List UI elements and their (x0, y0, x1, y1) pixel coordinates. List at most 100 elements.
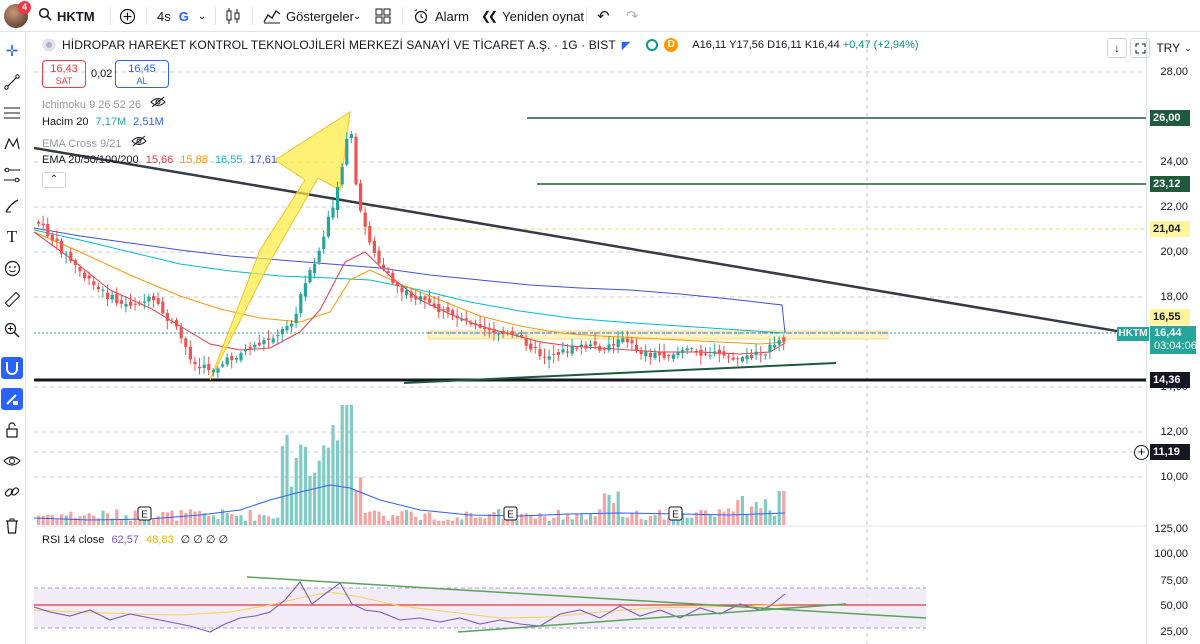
ascending-support-line[interactable] (403, 362, 837, 384)
candle[interactable] (262, 340, 266, 344)
level-label-1436[interactable]: 14,36 (1150, 372, 1190, 388)
candle[interactable] (119, 300, 123, 304)
candle[interactable] (612, 343, 616, 346)
candle[interactable] (308, 270, 312, 283)
ema200-line[interactable] (34, 227, 786, 334)
ema-cross-legend[interactable]: EMA Cross 9/21 (42, 135, 147, 150)
volume-legend[interactable]: Hacim 20 7,17M 2,51M (42, 116, 164, 128)
candle[interactable] (322, 236, 326, 250)
candle[interactable] (46, 223, 50, 237)
candle[interactable] (483, 326, 487, 330)
candle[interactable] (777, 340, 781, 345)
candle[interactable] (487, 328, 491, 331)
eye-off-icon[interactable] (150, 96, 166, 111)
candle[interactable] (731, 357, 735, 360)
candle[interactable] (138, 302, 142, 305)
candle[interactable] (101, 289, 105, 291)
candle[interactable] (722, 351, 726, 356)
candle[interactable] (566, 351, 570, 353)
candle[interactable] (446, 307, 450, 312)
data-badge[interactable]: D (664, 38, 679, 52)
candle[interactable] (147, 296, 151, 302)
undo-button[interactable]: ↶ (597, 0, 610, 32)
candle[interactable] (225, 357, 229, 365)
candle[interactable] (221, 364, 225, 367)
candle[interactable] (106, 292, 110, 300)
candle[interactable] (575, 347, 579, 349)
candle[interactable] (395, 282, 399, 287)
descending-trendline[interactable] (34, 146, 1146, 338)
candle[interactable] (455, 315, 459, 319)
candle[interactable] (124, 303, 128, 307)
candle[interactable] (73, 260, 77, 265)
ema-legend[interactable]: EMA 20/50/100/200 15,66 15,88 16,55 17,6… (42, 154, 277, 166)
candle[interactable] (317, 250, 321, 262)
candle[interactable] (699, 349, 703, 356)
scroll-to-end-button[interactable]: ↓ (1107, 38, 1127, 58)
candle[interactable] (363, 212, 367, 227)
candle[interactable] (414, 295, 418, 300)
interval-selector[interactable]: 4s G ⌄ (157, 0, 206, 32)
candle[interactable] (359, 183, 363, 211)
hide-drawings-tool[interactable] (1, 450, 23, 472)
candle[interactable] (451, 310, 455, 316)
chart-type-button[interactable] (225, 0, 241, 32)
measure-tool[interactable] (1, 288, 23, 310)
candle[interactable] (552, 353, 556, 355)
candle[interactable] (368, 225, 372, 243)
event-marker[interactable]: E (672, 510, 679, 521)
candle[interactable] (423, 296, 427, 300)
candle[interactable] (115, 294, 119, 304)
candle[interactable] (621, 338, 625, 343)
crosshair-tool[interactable]: ✛ (1, 40, 23, 62)
candle[interactable] (598, 346, 602, 351)
candle[interactable] (377, 250, 381, 264)
candle[interactable] (55, 238, 59, 242)
candle[interactable] (193, 361, 197, 365)
candle[interactable] (727, 356, 731, 358)
candle[interactable] (630, 340, 634, 344)
candle[interactable] (60, 240, 64, 254)
candle[interactable] (428, 298, 432, 303)
currency-selector[interactable]: TRY ⌄ (1152, 38, 1196, 58)
collapse-legend-button[interactable]: ⌃ (42, 172, 66, 188)
candle[interactable] (340, 166, 344, 185)
candle[interactable] (662, 352, 666, 358)
level-label-2312[interactable]: 23,12 (1150, 176, 1190, 192)
candle[interactable] (253, 344, 257, 348)
candle[interactable] (556, 352, 560, 355)
pattern-tool[interactable] (1, 133, 23, 155)
candle[interactable] (510, 331, 514, 335)
candle-series[interactable] (37, 130, 786, 380)
candle[interactable] (561, 349, 565, 353)
candle[interactable] (474, 323, 478, 326)
candle[interactable] (271, 338, 275, 343)
candle[interactable] (773, 344, 777, 348)
maximize-button[interactable] (1130, 38, 1150, 58)
candle[interactable] (41, 223, 45, 226)
candle[interactable] (768, 344, 772, 352)
zoom-tool[interactable] (1, 319, 23, 341)
remove-drawings-tool[interactable] (1, 515, 23, 537)
candle[interactable] (478, 324, 482, 328)
candle[interactable] (616, 339, 620, 348)
candle[interactable] (239, 352, 243, 361)
candle[interactable] (170, 321, 174, 323)
ema100-line[interactable] (34, 229, 786, 334)
candle[interactable] (524, 338, 528, 346)
ema50-line[interactable] (34, 231, 786, 345)
emoji-tool[interactable] (1, 257, 23, 279)
candle[interactable] (354, 136, 358, 185)
candle[interactable] (175, 320, 179, 327)
replay-button[interactable]: ❮❮ Yeniden oynat (481, 0, 584, 32)
magnet-tool[interactable] (1, 357, 23, 379)
candle[interactable] (437, 303, 441, 313)
candle[interactable] (602, 348, 606, 350)
rsi-legend[interactable]: RSI 14 close 62,57 48,83 ∅ ∅ ∅ ∅ (42, 533, 228, 546)
candle[interactable] (207, 363, 211, 371)
lock-drawing-tool[interactable] (1, 388, 23, 410)
candle[interactable] (648, 352, 652, 358)
candle[interactable] (349, 134, 353, 139)
candle[interactable] (639, 350, 643, 355)
